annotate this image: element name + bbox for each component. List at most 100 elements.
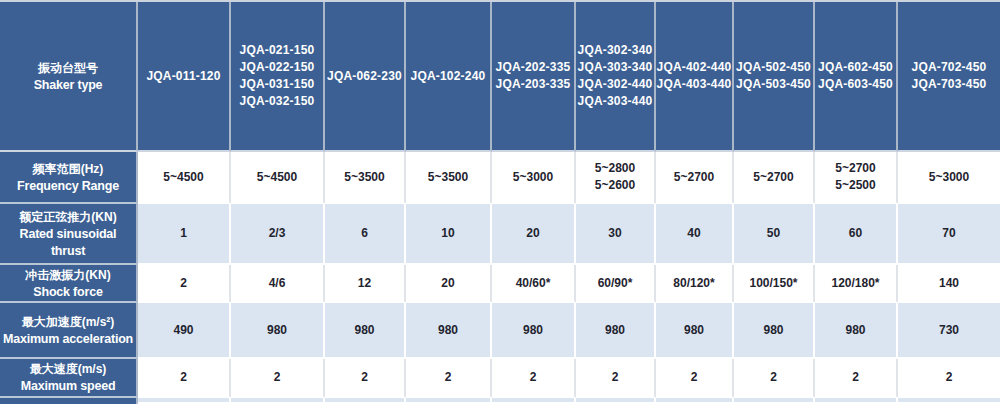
value-cell: 2 — [138, 265, 231, 303]
value-cell: 2 — [325, 359, 406, 398]
value-cell: 2 — [406, 359, 492, 398]
value-cell — [656, 398, 734, 404]
row-label-en: Frequency Range — [2, 178, 134, 195]
value-cell: 2 — [576, 359, 656, 398]
model-cell: JQA-602-450 JQA-603-450 — [815, 2, 898, 152]
row-label-zh: 最大加速度(m/s²) — [2, 313, 134, 331]
value-cell: 5~2700 — [656, 152, 734, 204]
model-list: JQA-602-450 JQA-603-450 — [815, 59, 896, 93]
shock-force-row: 冲击激振力(KN) Shock force 2 4/6 12 20 40/60*… — [0, 265, 1000, 303]
value-cell — [138, 398, 231, 404]
value-cell: 5~3000 — [898, 152, 1000, 204]
value-cell: 2 — [656, 359, 734, 398]
value-cell — [734, 398, 815, 404]
model-cell: JQA-011-120 — [138, 2, 231, 152]
value-cell: 120/180* — [815, 265, 898, 303]
value-cell: 4/6 — [231, 265, 325, 303]
row-label-cell — [0, 398, 138, 404]
value-cell: 2/3 — [231, 204, 325, 265]
model-cell: JQA-702-450 JQA-703-450 — [898, 2, 1000, 152]
header-label-zh: 振动台型号 — [2, 59, 134, 77]
max-speed-row: 最大速度(m/s) Maximum speed 2 2 2 2 2 2 2 2 … — [0, 359, 1000, 398]
value-cell: 70 — [898, 204, 1000, 265]
value-cell — [231, 398, 325, 404]
value-cell: 60/90* — [576, 265, 656, 303]
value-cell: 2 — [815, 359, 898, 398]
row-label-cell: 频率范围(Hz) Frequency Range — [0, 152, 138, 204]
value-cell: 5~4500 — [231, 152, 325, 204]
model-cell: JQA-102-240 — [406, 2, 492, 152]
value-cell: 100/150* — [734, 265, 815, 303]
model-list: JQA-021-150 JQA-022-150 JQA-031-150 JQA-… — [231, 42, 323, 110]
value-cell: 5~2700 — [734, 152, 815, 204]
value-cell: 5~3000 — [492, 152, 576, 204]
model-list: JQA-202-335 JQA-203-335 — [492, 59, 574, 93]
row-label-zh: 额定正弦推力(KN) — [2, 208, 134, 226]
row-label-cell: 冲击激振力(KN) Shock force — [0, 265, 138, 303]
row-label-cell: 最大速度(m/s) Maximum speed — [0, 359, 138, 398]
value-cell — [492, 398, 576, 404]
model-list: JQA-062-230 — [325, 68, 404, 85]
model-cell: JQA-062-230 — [325, 2, 406, 152]
model-cell: JQA-021-150 JQA-022-150 JQA-031-150 JQA-… — [231, 2, 325, 152]
row-label-cell: 额定正弦推力(KN) Rated sinusoidal thrust — [0, 204, 138, 265]
max-acceleration-row: 最大加速度(m/s²) Maximum acceleration 490 980… — [0, 303, 1000, 359]
value-cell: 10 — [406, 204, 492, 265]
value-cell — [406, 398, 492, 404]
value-cell: 980 — [734, 303, 815, 359]
value-cell: 490 — [138, 303, 231, 359]
value-cell: 980 — [231, 303, 325, 359]
row-label-zh: 冲击激振力(KN) — [2, 266, 134, 284]
value-cell: 12 — [325, 265, 406, 303]
frequency-range-row: 频率范围(Hz) Frequency Range 5~4500 5~4500 5… — [0, 152, 1000, 204]
value-cell — [576, 398, 656, 404]
value-cell: 5~2700 5~2500 — [815, 152, 898, 204]
row-label-cell: 最大加速度(m/s²) Maximum acceleration — [0, 303, 138, 359]
value-cell: 40/60* — [492, 265, 576, 303]
shaker-spec-table: 振动台型号 Shaker type JQA-011-120 JQA-021-15… — [0, 0, 1000, 404]
header-label-en: Shaker type — [2, 77, 134, 94]
value-cell: 980 — [325, 303, 406, 359]
model-list: JQA-011-120 — [138, 68, 229, 85]
value-cell: 140 — [898, 265, 1000, 303]
value-cell: 980 — [406, 303, 492, 359]
value-cell: 50 — [734, 204, 815, 265]
value-cell: 1 — [138, 204, 231, 265]
rated-thrust-row: 额定正弦推力(KN) Rated sinusoidal thrust 1 2/3… — [0, 204, 1000, 265]
value-cell: 5~3500 — [325, 152, 406, 204]
cut-off-row — [0, 398, 1000, 404]
value-cell — [325, 398, 406, 404]
value-cell: 6 — [325, 204, 406, 265]
header-row: 振动台型号 Shaker type JQA-011-120 JQA-021-15… — [0, 2, 1000, 152]
value-cell: 980 — [815, 303, 898, 359]
value-cell: 2 — [734, 359, 815, 398]
model-cell: JQA-202-335 JQA-203-335 — [492, 2, 576, 152]
value-cell: 60 — [815, 204, 898, 265]
model-list: JQA-302-340 JQA-303-340 JQA-302-440 JQA-… — [576, 42, 654, 110]
value-cell: 20 — [406, 265, 492, 303]
value-cell — [898, 398, 1000, 404]
header-label-cell: 振动台型号 Shaker type — [0, 2, 138, 152]
row-label-zh: 频率范围(Hz) — [2, 160, 134, 178]
value-cell: 2 — [492, 359, 576, 398]
shaker-spec-table-page: 振动台型号 Shaker type JQA-011-120 JQA-021-15… — [0, 0, 1000, 404]
value-cell: 980 — [492, 303, 576, 359]
model-list: JQA-102-240 — [406, 68, 490, 85]
value-cell: 30 — [576, 204, 656, 265]
value-cell: 730 — [898, 303, 1000, 359]
model-cell: JQA-302-340 JQA-303-340 JQA-302-440 JQA-… — [576, 2, 656, 152]
value-cell: 5~3500 — [406, 152, 492, 204]
model-list: JQA-702-450 JQA-703-450 — [898, 59, 1000, 93]
value-cell — [815, 398, 898, 404]
model-list: JQA-402-440 JQA-403-440 — [656, 59, 732, 93]
value-cell: 2 — [231, 359, 325, 398]
row-label-en: Shock force — [2, 284, 134, 301]
value-cell: 5~4500 — [138, 152, 231, 204]
model-list: JQA-502-450 JQA-503-450 — [734, 59, 813, 93]
row-label-zh: 最大速度(m/s) — [2, 360, 134, 378]
value-cell: 2 — [898, 359, 1000, 398]
model-cell: JQA-402-440 JQA-403-440 — [656, 2, 734, 152]
row-label-en: Maximum acceleration — [2, 331, 134, 348]
value-cell: 40 — [656, 204, 734, 265]
row-label-en: Maximum speed — [2, 378, 134, 395]
